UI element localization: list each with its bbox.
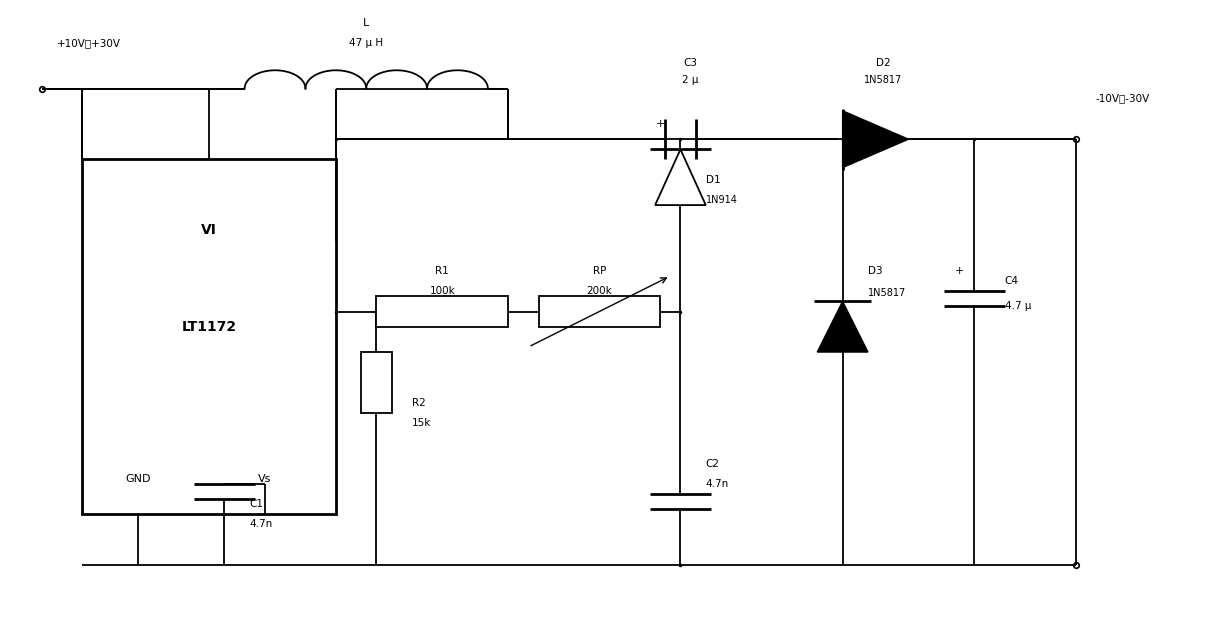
Text: +: + — [954, 266, 964, 276]
Text: 2 μ: 2 μ — [683, 75, 698, 85]
Text: D2: D2 — [875, 58, 890, 68]
Text: 4.7n: 4.7n — [250, 520, 273, 530]
Text: 100k: 100k — [429, 286, 455, 296]
Text: 200k: 200k — [586, 286, 612, 296]
Text: C4: C4 — [1004, 276, 1019, 286]
Bar — [377, 297, 508, 326]
Text: R1: R1 — [435, 266, 449, 276]
Text: RP: RP — [592, 266, 606, 276]
Text: 47 μ H: 47 μ H — [349, 38, 383, 48]
Text: GND: GND — [126, 473, 151, 483]
Text: -10V至-30V: -10V至-30V — [1096, 93, 1151, 103]
Text: C1: C1 — [250, 499, 263, 509]
Text: L: L — [363, 17, 369, 27]
Text: R2: R2 — [412, 397, 425, 407]
Bar — [83, 159, 336, 514]
Text: 1N914: 1N914 — [706, 195, 737, 205]
Text: VI: VI — [201, 224, 217, 237]
Text: Vs: Vs — [258, 473, 272, 483]
Text: C3: C3 — [684, 58, 697, 68]
Text: +10V至+30V: +10V至+30V — [57, 38, 121, 48]
Bar — [539, 297, 661, 326]
Bar — [361, 352, 391, 413]
Text: 4.7 μ: 4.7 μ — [1004, 302, 1031, 312]
Text: 15k: 15k — [412, 418, 432, 428]
Polygon shape — [817, 302, 868, 352]
Text: C2: C2 — [706, 459, 719, 468]
Text: 1N5817: 1N5817 — [868, 288, 906, 298]
Text: +: + — [656, 119, 664, 129]
Text: D1: D1 — [706, 174, 720, 185]
Polygon shape — [655, 150, 706, 205]
Text: LT1172: LT1172 — [182, 320, 236, 334]
Text: 4.7n: 4.7n — [706, 479, 729, 489]
Polygon shape — [842, 111, 908, 168]
Text: 1N5817: 1N5817 — [864, 75, 902, 85]
Text: D3: D3 — [868, 266, 883, 276]
